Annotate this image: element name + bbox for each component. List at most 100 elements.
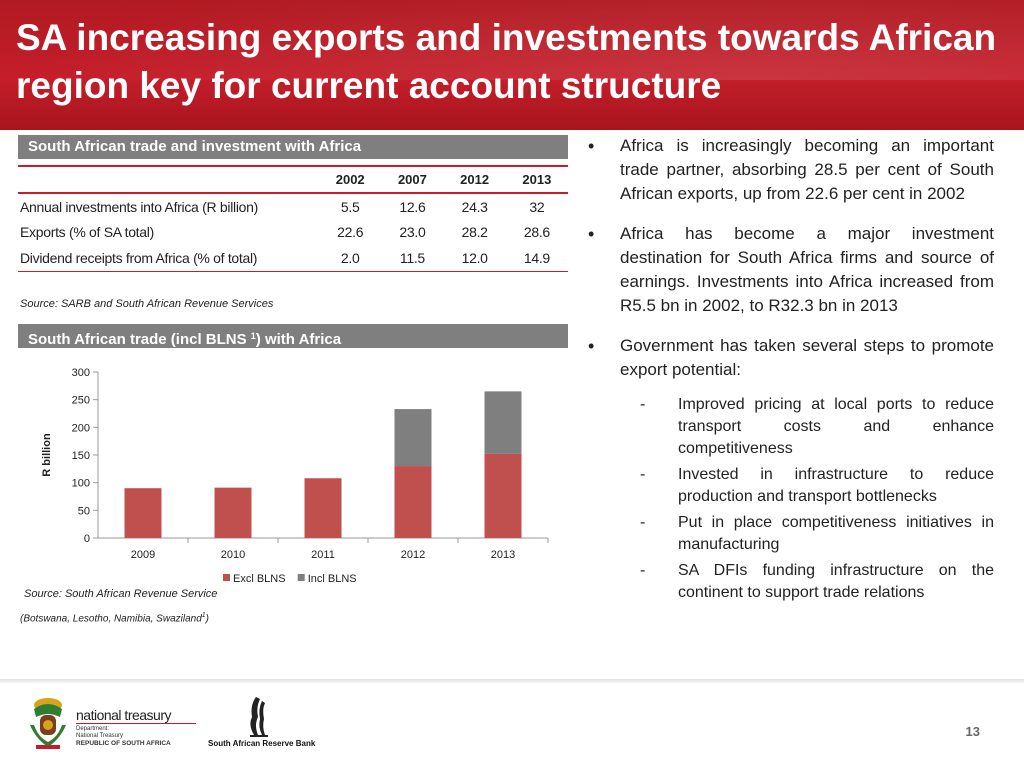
sub-bullet-text: Invested in infrastructure to reduce pro… — [678, 466, 994, 505]
chart-section-header: South African trade (incl BLNS 1) with A… — [18, 324, 568, 348]
nt-line: REPUBLIC OF SOUTH AFRICA — [76, 740, 171, 748]
slide-title: SA increasing exports and investments to… — [16, 17, 997, 106]
bullet-text: Africa has become a major investment des… — [620, 224, 994, 315]
bullet-dot-icon: • — [588, 224, 595, 244]
legend-label: Incl BLNS — [308, 573, 357, 585]
table-cell: 14.9 — [505, 245, 568, 272]
chart-header-sup: 1 — [250, 331, 256, 341]
row-label: Dividend receipts from Africa (% of tota… — [18, 245, 320, 272]
row-label: Exports (% of SA total) — [20, 224, 154, 240]
coat-of-arms-icon — [30, 698, 66, 749]
bullet-dot-icon: • — [588, 336, 595, 356]
bar-incl-blns — [394, 409, 432, 467]
dash-icon: - — [640, 466, 646, 483]
legend-swatch — [223, 574, 230, 581]
table-cell: 28.2 — [461, 224, 488, 240]
nt-line: Department: — [76, 726, 110, 732]
x-tick-label: 2011 — [311, 549, 335, 561]
sub-bullet-text: Put in place competitiveness initiatives… — [678, 514, 994, 553]
title-banner: SA increasing exports and investments to… — [0, 0, 1024, 130]
sarb-emblem-icon — [250, 697, 268, 737]
table-cell: 23.0 — [399, 224, 426, 240]
legend-label: Excl BLNS — [233, 573, 286, 585]
table-cell: 28.6 — [523, 224, 550, 240]
footer-divider — [0, 679, 1024, 683]
table-header-cell — [18, 165, 320, 194]
table-header-cell: 2007 — [381, 165, 444, 194]
y-tick-label: 200 — [72, 422, 90, 434]
dash-icon: - — [640, 562, 646, 579]
trade-investment-table: 2002 2007 2012 2013 Annual investments i… — [18, 165, 568, 272]
sub-bullet-item: - Improved pricing at local ports to red… — [588, 394, 994, 460]
trade-bar-chart: 0 50 100 150 200 250 300 R billion 2009 2010 2011 2… — [41, 367, 549, 585]
bar-excl-blns — [214, 487, 252, 538]
table-source: Source: SARB and South African Revenue S… — [20, 298, 274, 310]
bar-excl-blns — [124, 488, 162, 538]
nt-subtitle: Department: National Treasury REPUBLIC O… — [76, 726, 171, 748]
legend-swatch — [297, 574, 305, 581]
table-cell: 2.0 — [319, 245, 382, 272]
dash-icon: - — [640, 514, 646, 531]
y-tick-label: 300 — [72, 367, 90, 379]
nt-line: National Treasury — [76, 733, 124, 739]
x-tick-label: 2013 — [491, 549, 515, 561]
national-treasury-name: national treasury — [76, 707, 172, 723]
bullet-item: • Africa has become a major investment d… — [588, 222, 994, 318]
blns-footnote: (Botswana, Lesotho, Namibia, Swaziland1) — [20, 612, 209, 624]
sarb-name: South African Reserve Bank — [208, 739, 316, 748]
table-header-cell: 2002 — [319, 165, 382, 194]
table-cell: 12.0 — [443, 245, 506, 272]
table-row: Exports (% of SA total) 22.6 23.0 28.2 2… — [18, 219, 568, 245]
x-tick-label: 2012 — [401, 549, 425, 561]
bullet-dot-icon: • — [588, 136, 595, 156]
nt-country: REPUBLIC OF SOUTH AFRICA — [76, 740, 171, 747]
table-cell: 12.6 — [399, 198, 426, 215]
table-section-header: South African trade and investment with … — [18, 135, 568, 159]
row-label: Annual investments into Africa (R billio… — [20, 198, 258, 215]
nt-underline — [76, 723, 196, 724]
y-tick-label: 50 — [78, 505, 90, 517]
y-tick-label: 150 — [72, 450, 90, 462]
bullet-item: • Africa is increasingly becoming an imp… — [588, 134, 994, 206]
chart-header-text: South African trade (incl BLNS — [28, 331, 251, 348]
sub-bullet-item: - SA DFIs funding infrastructure on the … — [588, 560, 994, 604]
bar-excl-blns — [394, 466, 432, 538]
national-treasury-logo: national treasury Department: National T… — [26, 695, 196, 755]
table-header-cell: 2012 — [443, 165, 506, 194]
bar-incl-blns — [484, 391, 522, 454]
bullet-item: • Government has taken several steps to … — [588, 334, 994, 382]
x-tick-label: 2009 — [131, 549, 155, 561]
y-tick-label: 100 — [72, 478, 90, 490]
bullet-text: Government has taken several steps to pr… — [620, 336, 994, 379]
chart-source: Source: South African Revenue Service — [24, 588, 218, 600]
y-tick-label: 250 — [72, 395, 90, 407]
footnote-sup: 1 — [201, 612, 206, 619]
trade-investment-table-container: 2002 2007 2012 2013 Annual investments i… — [18, 165, 568, 272]
sub-bullet-item: - Invested in infrastructure to reduce p… — [588, 464, 994, 508]
table-cell: 11.5 — [381, 245, 444, 272]
table-cell: 24.3 — [461, 198, 488, 215]
bullet-list: • Africa is increasingly becoming an imp… — [588, 134, 994, 608]
footnote-text: (Botswana, Lesotho, Namibia, Swaziland — [20, 613, 202, 625]
y-axis-label: R billion — [41, 433, 53, 477]
table-cell: 5.5 — [340, 198, 360, 215]
footnote-text-end: ) — [205, 613, 210, 625]
bar-excl-blns — [484, 453, 522, 538]
sub-bullet-text: Improved pricing at local ports to reduc… — [678, 396, 994, 457]
x-tick-label: 2010 — [221, 549, 245, 561]
table-cell: 22.6 — [337, 224, 364, 240]
chart-header-text-end: ) with Africa — [255, 331, 342, 348]
bullet-text: Africa is increasingly becoming an impor… — [620, 136, 994, 203]
table-header-cell: 2013 — [505, 165, 568, 194]
table-row: Annual investments into Africa (R billio… — [18, 193, 568, 219]
table-cell: 32 — [529, 198, 545, 215]
sarb-logo: South African Reserve Bank — [208, 695, 318, 753]
table-row: Dividend receipts from Africa (% of tota… — [18, 245, 568, 272]
y-tick-label: 0 — [84, 533, 90, 545]
sub-bullet-text: SA DFIs funding infrastructure on the co… — [678, 562, 994, 601]
dash-icon: - — [640, 396, 646, 413]
table-header-row: 2002 2007 2012 2013 — [18, 165, 568, 194]
sub-bullet-item: - Put in place competitiveness initiativ… — [588, 512, 994, 556]
bar-excl-blns — [304, 478, 342, 538]
page-number: 13 — [965, 724, 980, 739]
